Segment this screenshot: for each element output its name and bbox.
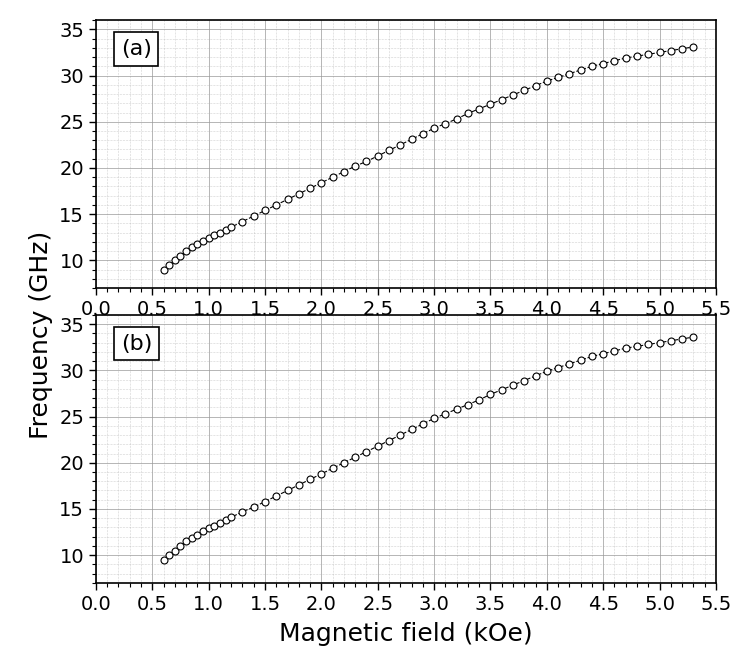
- X-axis label: Magnetic field (kOe): Magnetic field (kOe): [279, 622, 533, 646]
- Text: Frequency (GHz): Frequency (GHz): [29, 231, 52, 439]
- Text: (a): (a): [121, 39, 151, 59]
- Text: (b): (b): [121, 334, 152, 354]
